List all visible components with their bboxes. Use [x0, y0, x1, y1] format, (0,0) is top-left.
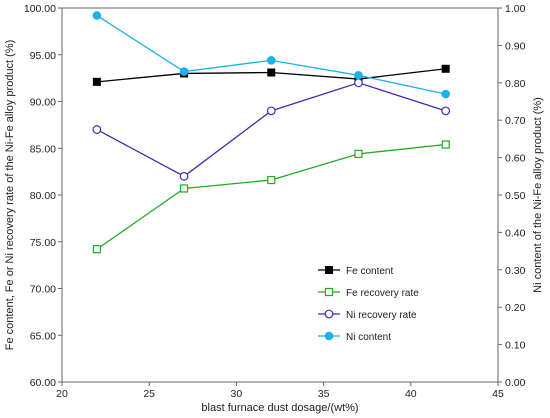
- y-left-tick-label: 65.00: [30, 330, 56, 342]
- y-left-tick-label: 60.00: [30, 377, 56, 389]
- data-point: [441, 64, 450, 73]
- legend-marker: [324, 287, 334, 297]
- data-point: [179, 184, 189, 193]
- y-right-tick-label: 0.20: [505, 302, 526, 314]
- legend-marker: [324, 331, 334, 341]
- x-tick-label: 25: [143, 388, 155, 400]
- legend-item: Ni content: [318, 331, 391, 343]
- y-left-tick-label: 70.00: [30, 284, 56, 296]
- series-1: [92, 140, 450, 254]
- data-point: [92, 77, 101, 86]
- legend-item: Fe content: [318, 266, 393, 277]
- series-layer: [92, 11, 451, 254]
- data-point: [441, 140, 450, 149]
- y-right-tick-label: 0.70: [505, 115, 526, 127]
- x-tick-label: 30: [231, 388, 243, 400]
- x-axis-title: blast furnace dust dosage/(wt%): [201, 402, 358, 414]
- legend-label: Fe content: [346, 266, 393, 277]
- data-point: [267, 68, 276, 77]
- data-point: [267, 175, 276, 185]
- x-tick-label: 45: [492, 388, 504, 400]
- data-point: [354, 71, 363, 80]
- data-point: [92, 11, 102, 20]
- data-point: [266, 106, 276, 116]
- legend-label: Ni content: [346, 332, 391, 343]
- y-right-tick-label: 0.30: [505, 265, 526, 277]
- y-right-tick-label: 0.60: [505, 153, 526, 165]
- legend-marker: [324, 309, 334, 319]
- y-right-tick-label: 0.80: [505, 78, 526, 90]
- data-point: [179, 171, 189, 181]
- series-0: [92, 64, 450, 86]
- plot-area: [61, 7, 499, 383]
- data-point: [179, 67, 189, 76]
- data-point: [441, 89, 450, 99]
- y-left-tick-label: 75.00: [30, 237, 56, 249]
- legend-label: Fe recovery rate: [346, 288, 419, 299]
- series-3: [92, 11, 450, 99]
- x-tick-label: 20: [56, 388, 68, 400]
- y-left-tick-label: 85.00: [30, 143, 56, 155]
- legend-item: Fe recovery rate: [318, 287, 419, 299]
- y-left-tick-label: 95.00: [30, 50, 56, 62]
- y-right-tick-label: 0.90: [505, 40, 526, 52]
- legend: Fe content Fe recovery rate Ni recovery ra…: [318, 266, 419, 343]
- data-point: [92, 245, 101, 254]
- legend-item: Ni recovery rate: [318, 309, 417, 321]
- series-line: [96, 143, 446, 250]
- x-tick-label: 35: [318, 388, 330, 400]
- y-right-tick-label: 0.10: [505, 340, 526, 352]
- y-right-tick-label: 0.50: [505, 190, 526, 202]
- data-point: [354, 78, 363, 88]
- y-axis-right-title: Ni content of the Ni-Fe alloy product (%…: [532, 97, 544, 293]
- y-left-tick-label: 100.00: [24, 3, 56, 15]
- y-axis-left-title: Fe content, Fe or Ni recovery rate of th…: [4, 40, 16, 351]
- legend-label: Ni recovery rate: [346, 310, 417, 321]
- data-point: [92, 125, 102, 134]
- y-left-tick-label: 80.00: [30, 190, 56, 202]
- y-left-tick-label: 90.00: [30, 97, 56, 109]
- data-point: [441, 106, 451, 116]
- data-point: [354, 149, 363, 158]
- y-right-tick-label: 0.40: [505, 227, 526, 239]
- y-right-tick-label: 1.00: [505, 3, 526, 15]
- series-2: [92, 78, 451, 181]
- y-right-tick-label: 0.00: [505, 377, 526, 389]
- x-tick-label: 40: [405, 388, 417, 400]
- series-line: [96, 82, 446, 178]
- data-point: [266, 56, 276, 65]
- series-line: [96, 14, 446, 95]
- legend-marker: [325, 266, 333, 274]
- axis-ticks: 20 25 30 35 40 45 60.00 65.00 70.00 75.00 80.00 85.…: [24, 3, 526, 400]
